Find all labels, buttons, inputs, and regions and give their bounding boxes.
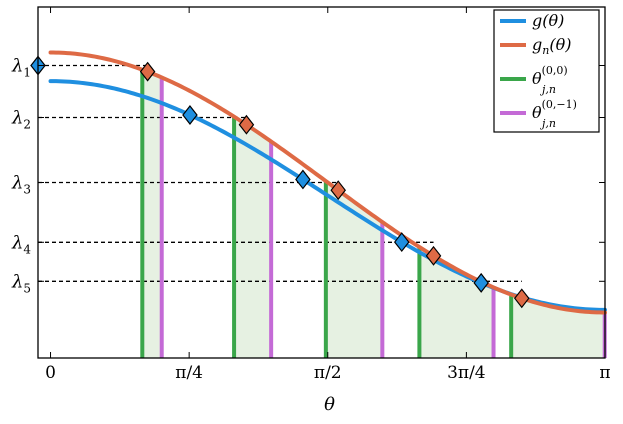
y-level-label: λ1	[11, 56, 31, 80]
y-level-subscript: 4	[23, 242, 31, 256]
g-diamond-marker	[295, 169, 311, 190]
legend-label: θ(0,−1)	[532, 98, 577, 122]
shaded-region	[325, 181, 383, 358]
y-level-subscript: 2	[23, 118, 31, 132]
legend-subscript: j,n	[539, 83, 556, 96]
legend-label: gn(θ)	[532, 35, 571, 57]
x-tick-label: π/4	[175, 363, 203, 383]
legend-base: g	[532, 35, 542, 54]
y-level-subscript: 1	[23, 66, 31, 80]
legend-subscript: j,n	[539, 117, 556, 130]
legend-base: θ	[532, 103, 542, 122]
shaded-region	[234, 116, 272, 358]
root-vertical-lines	[140, 69, 607, 358]
y-level-symbol: λ	[11, 173, 23, 194]
y-level-subscript: 3	[23, 183, 31, 197]
x-tick-label: 3π/4	[447, 363, 486, 383]
y-level-label: λ3	[11, 173, 31, 197]
legend-args: (θ)	[549, 35, 571, 54]
legend-superscript: (0,−1)	[542, 98, 577, 111]
shaded-region	[142, 69, 162, 359]
legend-superscript: (0,0)	[542, 64, 568, 77]
y-level-subscript: 5	[23, 281, 31, 295]
y-level-symbol: λ	[11, 56, 23, 77]
legend-base: θ	[532, 69, 542, 88]
x-tick-label: 0	[45, 363, 56, 383]
gn-diamond-marker	[238, 114, 255, 135]
gn-diamond-marker	[425, 245, 442, 266]
x-tick-label: π	[599, 363, 610, 383]
g-diamond-marker	[182, 105, 198, 125]
legend-label: θ(0,0)	[532, 64, 568, 88]
gn-diamond-marker	[139, 61, 156, 82]
gn-diamond-marker	[330, 180, 346, 201]
x-axis-ticks: 0 π/4 π/2 3π/4 π	[45, 7, 611, 383]
y-level-symbol: λ	[11, 271, 23, 292]
gn-diamond-marker	[513, 288, 530, 309]
legend-base: g	[532, 11, 542, 30]
shaded-regions	[142, 69, 605, 359]
y-level-label: λ4	[11, 232, 31, 256]
legend-subscript: n	[542, 44, 549, 57]
legend-label: g(θ)	[532, 11, 564, 30]
x-axis-label: θ	[324, 394, 335, 415]
y-level-symbol: λ	[11, 108, 23, 129]
level-dashed-lines	[38, 64, 522, 282]
legend-args: (θ)	[542, 11, 564, 30]
shaded-region	[511, 294, 605, 358]
diamond-markers	[30, 55, 530, 309]
legend: g(θ)gn(θ)θ(0,0)j,nθ(0,−1)j,n	[493, 9, 600, 133]
shaded-region	[419, 247, 494, 358]
y-level-label: λ5	[11, 271, 31, 295]
g-diamond-marker	[393, 232, 410, 253]
y-level-symbol: λ	[11, 232, 23, 253]
g-diamond-marker	[473, 272, 489, 293]
x-tick-label: π/2	[314, 363, 342, 383]
y-level-label: λ2	[11, 108, 31, 132]
